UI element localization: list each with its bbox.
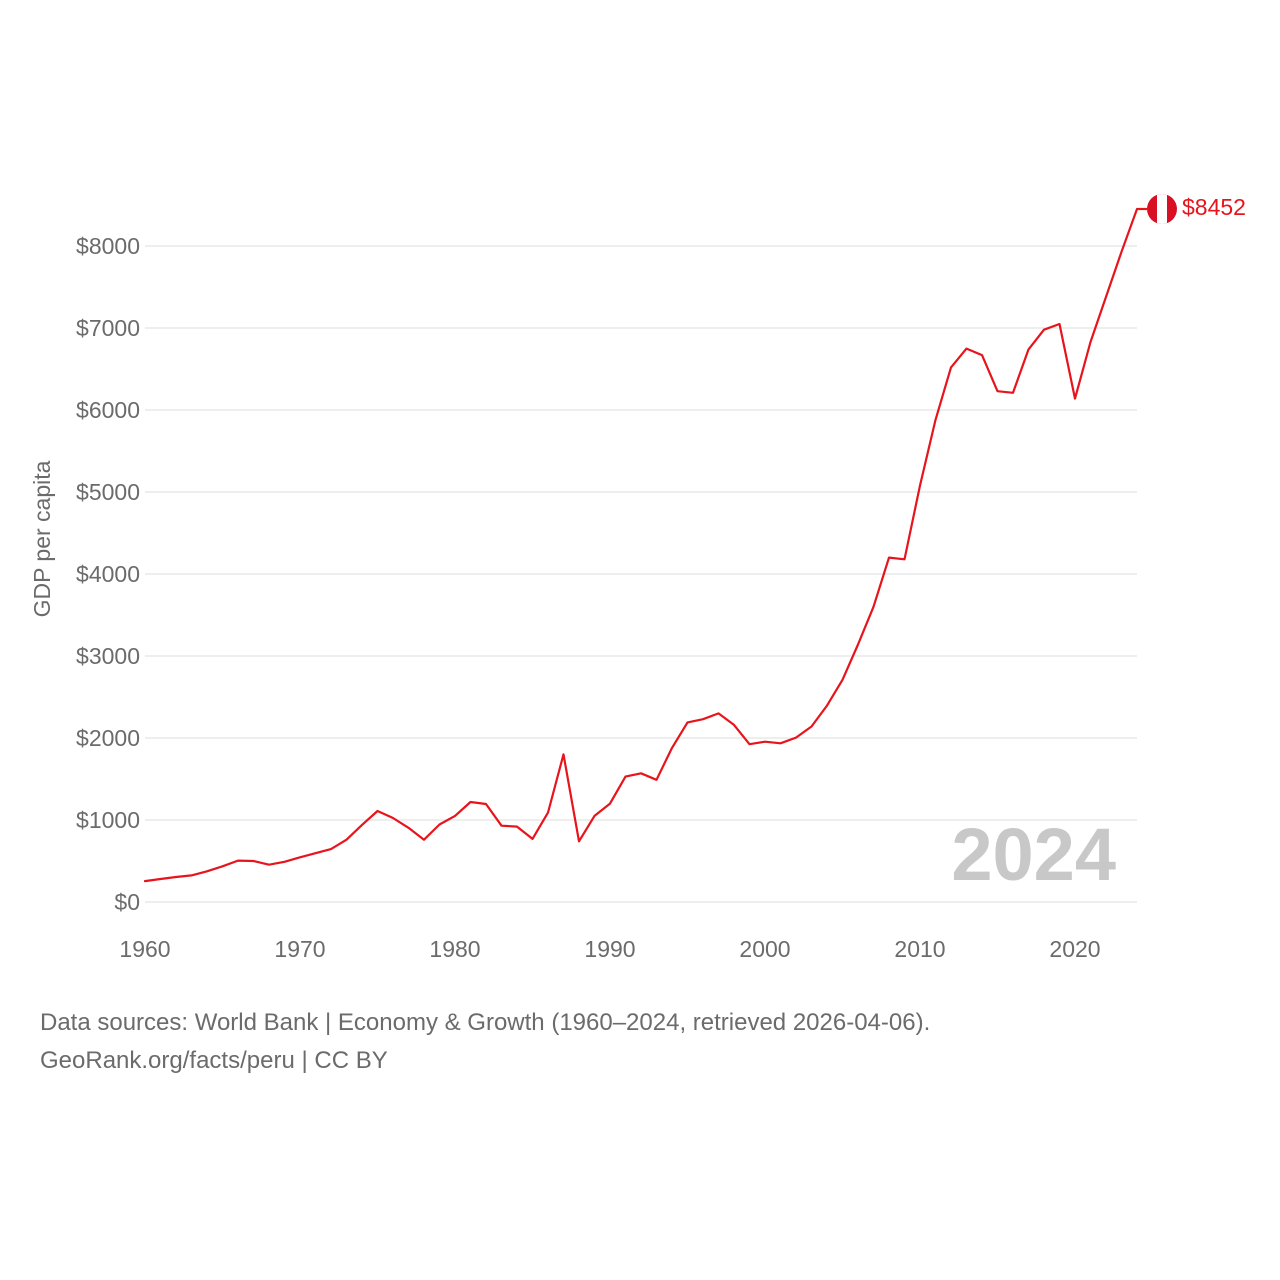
attribution-link[interactable]: GeoRank.org/facts/peru | CC BY — [40, 1047, 388, 1074]
series-layer — [143, 207, 1147, 883]
x-tick-label: 2010 — [894, 936, 945, 962]
x-tick-label: 2000 — [739, 936, 790, 962]
x-tick-label: 2020 — [1049, 936, 1100, 962]
y-tick-label: $0 — [114, 889, 140, 915]
gridlines — [145, 245, 1137, 903]
footer: Data sources: World Bank | Economy & Gro… — [40, 1004, 930, 1080]
series-line-peru — [143, 207, 1139, 883]
x-tick-label: 1960 — [119, 936, 170, 962]
y-tick-label: $4000 — [76, 561, 140, 587]
y-axis-tick-labels: $0 $1000 $2000 $3000 $4000 $5000 $6000 $7000 $80… — [76, 233, 140, 915]
y-tick-label: $1000 — [76, 807, 140, 833]
data-sources-text: Data sources: World Bank | Economy & Gro… — [40, 1009, 931, 1036]
y-tick-label: $2000 — [76, 725, 140, 751]
y-axis-title: GDP per capita — [29, 460, 55, 617]
gdp-per-capita-chart: $0 $1000 $2000 $3000 $4000 $5000 $6000 $7000 $80… — [29, 194, 1246, 962]
y-tick-label: $7000 — [76, 315, 140, 341]
y-tick-label: $8000 — [76, 233, 140, 259]
y-tick-label: $6000 — [76, 397, 140, 423]
y-tick-label: $3000 — [76, 643, 140, 669]
x-axis-tick-labels: 1960 1970 1980 1990 2000 2010 2020 — [119, 936, 1100, 962]
x-tick-label: 1970 — [274, 936, 325, 962]
year-watermark: 2024 — [951, 813, 1116, 896]
peru-flag-icon — [1147, 194, 1177, 224]
x-tick-label: 1990 — [584, 936, 635, 962]
y-tick-label: $5000 — [76, 479, 140, 505]
x-tick-label: 1980 — [429, 936, 480, 962]
series-end-label: $8452 — [1182, 194, 1246, 220]
